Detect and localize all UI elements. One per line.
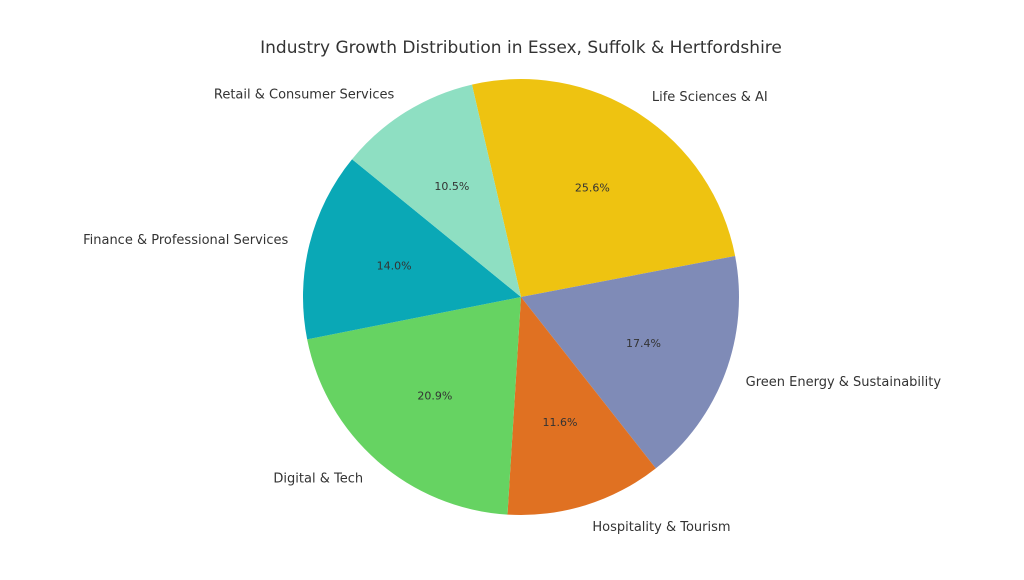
pie-outer-labels: Life Sciences & AI Green Energy & Sustain… [83,87,941,535]
chart-title: Industry Growth Distribution in Essex, S… [260,38,782,58]
pie-label-green-energy-and-sustainability: Green Energy & Sustainability [746,375,942,390]
pie-label-life-sciences-and-ai: Life Sciences & AI [652,90,768,105]
pie-label-retail-and-consumer-services: Retail & Consumer Services [214,87,395,102]
pie-percent-label-digital-and-tech: 20.9% [417,389,452,402]
pie-slice-digital-and-tech [307,297,521,515]
pie-slice-hospitality-and-tourism [507,297,656,516]
pie-slice-finance-and-professional-services [302,159,521,340]
pie-slice-green-energy-and-sustainability [521,256,740,469]
pie-percent-label-life-sciences-and-ai: 25.6% [575,181,610,194]
pie-label-finance-and-professional-services: Finance & Professional Services [83,233,288,248]
pie-percent-label-finance-and-professional-services: 14.0% [377,259,412,272]
pie-slices [302,79,740,516]
pie-percent-labels: 25.6% 17.4% 11.6% 20.9% 14.0% 10.5% [377,180,661,429]
pie-slice-life-sciences-and-ai [471,79,736,297]
pie-label-hospitality-and-tourism: Hospitality & Tourism [592,520,730,535]
pie-slice-retail-and-consumer-services [352,84,521,297]
pie-percent-label-retail-and-consumer-services: 10.5% [434,180,469,193]
pie-percent-label-hospitality-and-tourism: 11.6% [542,416,577,429]
pie-label-digital-and-tech: Digital & Tech [273,471,363,486]
pie-percent-label-green-energy-and-sustainability: 17.4% [626,337,661,350]
